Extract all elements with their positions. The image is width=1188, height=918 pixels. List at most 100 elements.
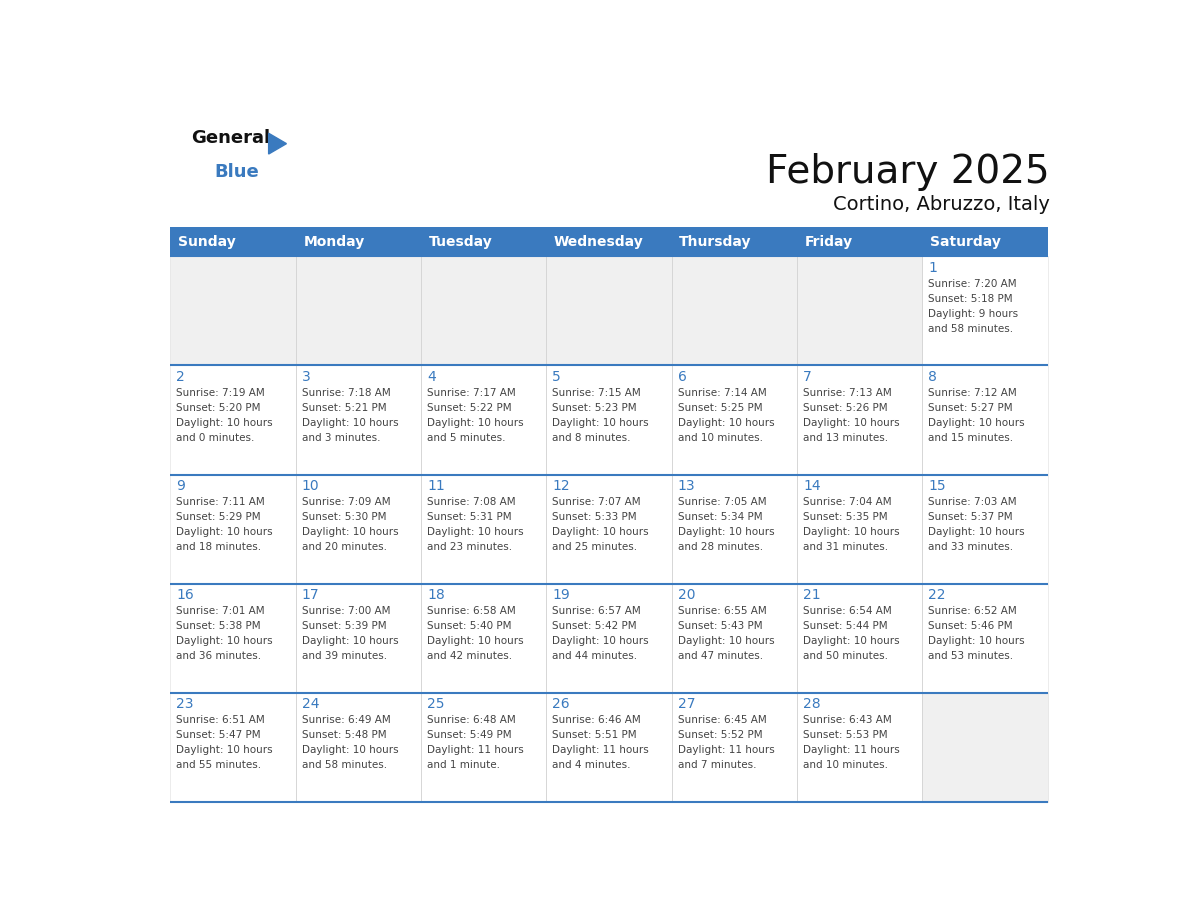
Text: and 13 minutes.: and 13 minutes. [803, 433, 889, 442]
Text: and 10 minutes.: and 10 minutes. [803, 760, 889, 770]
Text: Daylight: 10 hours: Daylight: 10 hours [552, 527, 649, 537]
Text: Sunrise: 6:57 AM: Sunrise: 6:57 AM [552, 606, 642, 616]
Text: Sunrise: 7:09 AM: Sunrise: 7:09 AM [302, 497, 391, 507]
Bar [296, 475, 421, 584]
Text: Daylight: 10 hours: Daylight: 10 hours [803, 636, 899, 646]
Text: 1: 1 [928, 261, 937, 275]
Text: Sunrise: 7:15 AM: Sunrise: 7:15 AM [552, 387, 642, 397]
Text: Daylight: 10 hours: Daylight: 10 hours [677, 418, 775, 428]
Text: and 25 minutes.: and 25 minutes. [552, 542, 638, 552]
Text: Sunrise: 7:20 AM: Sunrise: 7:20 AM [928, 279, 1017, 289]
Text: Sunrise: 7:17 AM: Sunrise: 7:17 AM [426, 387, 516, 397]
Bar [421, 227, 546, 256]
Text: Tuesday: Tuesday [429, 235, 492, 249]
Bar [546, 227, 671, 256]
Text: Sunrise: 6:54 AM: Sunrise: 6:54 AM [803, 606, 892, 616]
Bar [671, 692, 797, 801]
Text: Sunset: 5:39 PM: Sunset: 5:39 PM [302, 621, 386, 631]
Text: 7: 7 [803, 370, 811, 384]
Bar [546, 692, 671, 801]
Text: Sunrise: 7:04 AM: Sunrise: 7:04 AM [803, 497, 892, 507]
Text: Daylight: 10 hours: Daylight: 10 hours [302, 744, 398, 755]
Text: Sunset: 5:20 PM: Sunset: 5:20 PM [176, 403, 261, 413]
Text: 2: 2 [176, 370, 185, 384]
Bar [797, 692, 922, 801]
Text: Daylight: 11 hours: Daylight: 11 hours [426, 744, 524, 755]
Text: Daylight: 10 hours: Daylight: 10 hours [928, 527, 1025, 537]
Text: Daylight: 10 hours: Daylight: 10 hours [928, 418, 1025, 428]
Text: and 44 minutes.: and 44 minutes. [552, 651, 638, 661]
Text: 24: 24 [302, 697, 320, 711]
Bar [170, 584, 296, 692]
Text: 6: 6 [677, 370, 687, 384]
Text: Sunset: 5:44 PM: Sunset: 5:44 PM [803, 621, 887, 631]
Text: Daylight: 10 hours: Daylight: 10 hours [552, 418, 649, 428]
Text: 11: 11 [426, 479, 444, 493]
Text: Sunset: 5:42 PM: Sunset: 5:42 PM [552, 621, 637, 631]
Text: Sunrise: 6:58 AM: Sunrise: 6:58 AM [426, 606, 516, 616]
Text: and 39 minutes.: and 39 minutes. [302, 651, 387, 661]
Text: Sunset: 5:51 PM: Sunset: 5:51 PM [552, 730, 637, 740]
Bar [170, 692, 296, 801]
Text: Sunrise: 7:19 AM: Sunrise: 7:19 AM [176, 387, 265, 397]
Text: Daylight: 9 hours: Daylight: 9 hours [928, 308, 1018, 319]
Text: Sunset: 5:31 PM: Sunset: 5:31 PM [426, 512, 512, 521]
Text: 13: 13 [677, 479, 695, 493]
Text: Daylight: 10 hours: Daylight: 10 hours [426, 418, 524, 428]
Text: and 36 minutes.: and 36 minutes. [176, 651, 261, 661]
Text: Friday: Friday [804, 235, 853, 249]
Text: Daylight: 10 hours: Daylight: 10 hours [302, 636, 398, 646]
Text: Sunrise: 6:51 AM: Sunrise: 6:51 AM [176, 715, 265, 725]
Bar [922, 256, 1048, 365]
Text: and 5 minutes.: and 5 minutes. [426, 433, 506, 442]
Text: 9: 9 [176, 479, 185, 493]
Text: 10: 10 [302, 479, 320, 493]
Text: Daylight: 10 hours: Daylight: 10 hours [426, 527, 524, 537]
Bar [922, 692, 1048, 801]
Bar [671, 227, 797, 256]
Text: Sunset: 5:21 PM: Sunset: 5:21 PM [302, 403, 386, 413]
Text: Sunset: 5:29 PM: Sunset: 5:29 PM [176, 512, 261, 521]
Text: Sunset: 5:37 PM: Sunset: 5:37 PM [928, 512, 1013, 521]
Bar [922, 584, 1048, 692]
Text: Saturday: Saturday [930, 235, 1000, 249]
Text: Sunset: 5:35 PM: Sunset: 5:35 PM [803, 512, 887, 521]
Bar [546, 365, 671, 475]
Bar [421, 475, 546, 584]
Bar [797, 256, 922, 365]
Text: Sunrise: 7:03 AM: Sunrise: 7:03 AM [928, 497, 1017, 507]
Text: Sunset: 5:40 PM: Sunset: 5:40 PM [426, 621, 512, 631]
Text: Sunrise: 7:12 AM: Sunrise: 7:12 AM [928, 387, 1017, 397]
Text: and 50 minutes.: and 50 minutes. [803, 651, 889, 661]
Text: Sunset: 5:30 PM: Sunset: 5:30 PM [302, 512, 386, 521]
Bar [797, 584, 922, 692]
Bar [797, 475, 922, 584]
Text: Daylight: 10 hours: Daylight: 10 hours [552, 636, 649, 646]
Text: Daylight: 10 hours: Daylight: 10 hours [803, 527, 899, 537]
Text: Sunset: 5:53 PM: Sunset: 5:53 PM [803, 730, 887, 740]
Text: Sunrise: 6:52 AM: Sunrise: 6:52 AM [928, 606, 1017, 616]
Text: 8: 8 [928, 370, 937, 384]
Bar [296, 227, 421, 256]
Text: Sunset: 5:25 PM: Sunset: 5:25 PM [677, 403, 763, 413]
Text: and 31 minutes.: and 31 minutes. [803, 542, 889, 552]
Text: Sunrise: 7:18 AM: Sunrise: 7:18 AM [302, 387, 391, 397]
Text: and 58 minutes.: and 58 minutes. [928, 324, 1013, 334]
Text: Sunrise: 7:01 AM: Sunrise: 7:01 AM [176, 606, 265, 616]
Text: 16: 16 [176, 588, 194, 602]
Text: Daylight: 11 hours: Daylight: 11 hours [552, 744, 649, 755]
Text: Sunrise: 6:45 AM: Sunrise: 6:45 AM [677, 715, 766, 725]
Text: Sunset: 5:26 PM: Sunset: 5:26 PM [803, 403, 887, 413]
Text: Cortino, Abruzzo, Italy: Cortino, Abruzzo, Italy [833, 195, 1050, 214]
Bar [421, 256, 546, 365]
Text: Sunday: Sunday [178, 235, 235, 249]
Text: Sunset: 5:43 PM: Sunset: 5:43 PM [677, 621, 763, 631]
Text: and 33 minutes.: and 33 minutes. [928, 542, 1013, 552]
Bar [922, 475, 1048, 584]
Text: and 53 minutes.: and 53 minutes. [928, 651, 1013, 661]
Text: Sunset: 5:27 PM: Sunset: 5:27 PM [928, 403, 1013, 413]
Text: Wednesday: Wednesday [554, 235, 644, 249]
Bar [421, 584, 546, 692]
Text: Sunrise: 7:13 AM: Sunrise: 7:13 AM [803, 387, 892, 397]
Text: and 23 minutes.: and 23 minutes. [426, 542, 512, 552]
